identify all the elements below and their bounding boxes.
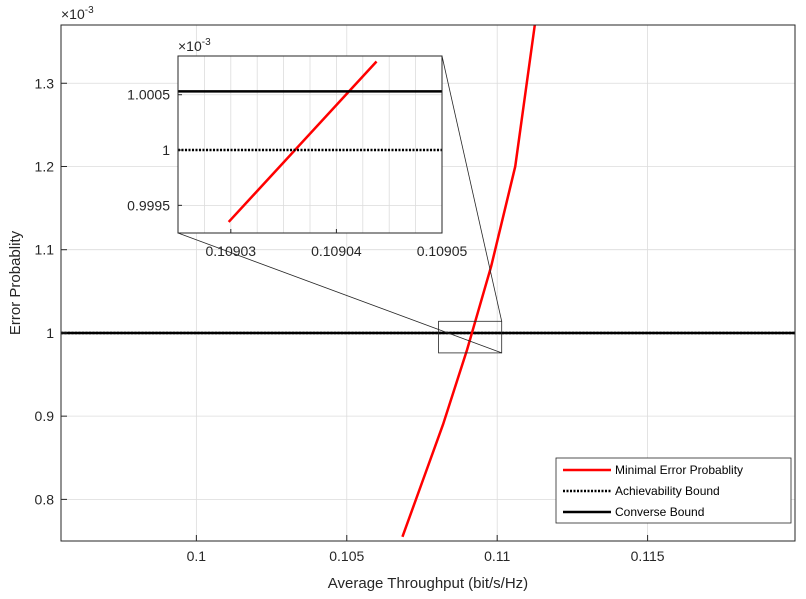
main-exponent-label: ×10-3 — [61, 5, 94, 22]
y-tick-label: 1 — [46, 325, 54, 341]
main-plot-frame — [60, 24, 796, 542]
y-tick-label: 0.8 — [35, 491, 55, 507]
legend-label-achievability: Achievability Bound — [615, 484, 720, 498]
legend-label-converse: Converse Bound — [615, 505, 704, 519]
zoom-box — [438, 320, 503, 354]
x-tick-label: 0.1 — [187, 548, 207, 564]
x-tick-label: 0.11 — [484, 548, 510, 564]
main-series — [61, 24, 795, 538]
inset-series — [178, 60, 442, 223]
inset-series-minimal-error-probablity — [227, 60, 378, 223]
inset-y-tick-label: 1.0005 — [127, 87, 170, 103]
inset-exponent-label: ×10-3 — [178, 37, 211, 54]
zoom-indicator — [177, 55, 503, 354]
inset-x-tick-label: 0.10905 — [417, 243, 468, 259]
y-tick-label: 1.2 — [35, 158, 55, 174]
y-tick-label: 1.1 — [35, 242, 55, 258]
inset-plot-frame — [177, 55, 443, 234]
legend-label-minimal: Minimal Error Probablity — [615, 463, 743, 477]
inset-x-tick-label: 0.10903 — [205, 243, 256, 259]
zoom-connector — [177, 232, 502, 354]
inset-y-tick-label: 1 — [162, 142, 170, 158]
legend: Minimal Error Probablity Achievability B… — [555, 457, 792, 524]
x-axis-label: Average Throughput (bit/s/Hz) — [328, 575, 528, 592]
inset-x-tick-label: 0.10904 — [311, 243, 362, 259]
y-axis-label: Error Probablity — [7, 230, 24, 335]
y-tick-label: 0.9 — [35, 408, 55, 424]
x-tick-label: 0.105 — [329, 548, 364, 564]
x-tick-label: 0.115 — [631, 548, 665, 564]
y-tick-label: 1.3 — [35, 75, 55, 91]
inset-y-tick-label: 0.9995 — [127, 197, 170, 213]
zoom-connector — [441, 55, 503, 322]
inset-ticks: 0.10903 0.10904 0.10905 0.9995 1 1.0005 — [127, 87, 467, 259]
main-series-minimal-error-probablity — [401, 24, 537, 538]
main-ticks: 0.1 0.105 0.11 0.115 0.8 0.9 1 1.1 1.2 1.3 — [35, 75, 665, 564]
